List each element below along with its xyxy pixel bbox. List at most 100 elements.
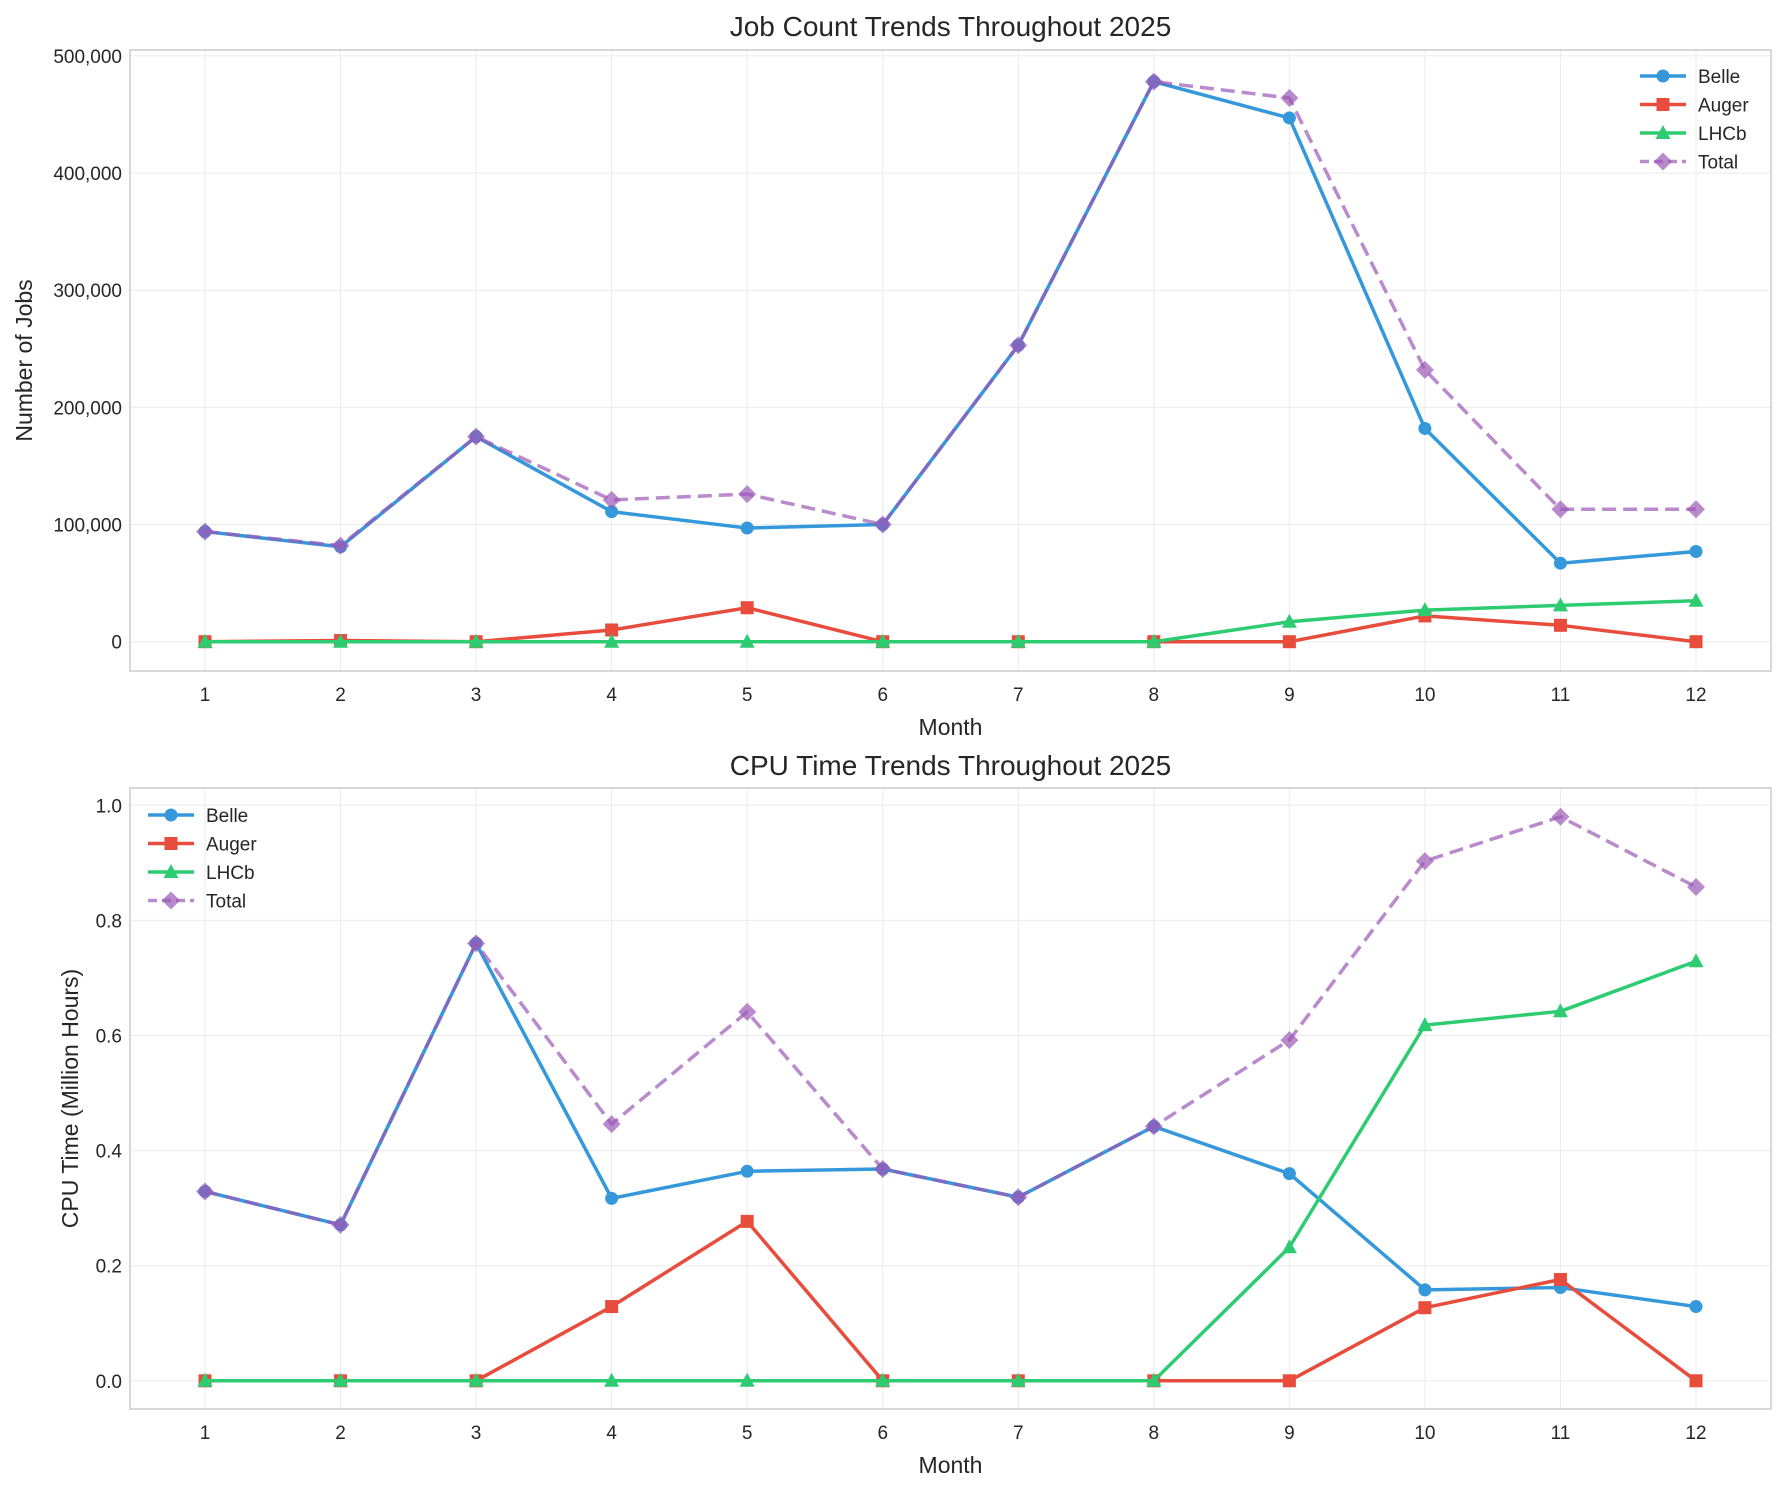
data-point [605, 505, 619, 519]
data-point [875, 1372, 891, 1387]
data-point [605, 1300, 619, 1314]
legend-marker [164, 837, 178, 850]
data-point [738, 1002, 757, 1021]
data-point [1689, 544, 1703, 558]
x-tick-label: 2 [335, 1423, 346, 1444]
data-point [1144, 72, 1163, 91]
data-point [1280, 89, 1299, 108]
y-tick-label: 0.2 [96, 1257, 122, 1278]
y-tick-label: 300,000 [53, 281, 122, 302]
y-tick-label: 200,000 [53, 398, 122, 419]
data-point [468, 633, 484, 648]
data-point [1282, 1374, 1296, 1388]
data-point [1146, 1372, 1162, 1387]
data-point [1281, 613, 1297, 628]
series-line [204, 941, 1697, 1309]
x-tick-label: 4 [606, 1423, 617, 1444]
data-point [1009, 1188, 1028, 1207]
legend-label: LHCb [1698, 124, 1747, 145]
data-point [740, 1214, 754, 1228]
data-point [333, 633, 349, 648]
data-point [196, 522, 214, 541]
legend-label: Auger [1698, 96, 1749, 117]
x-tick-label: 7 [1013, 1423, 1024, 1444]
data-point [1282, 1167, 1296, 1181]
data-point [1415, 852, 1434, 871]
x-tick-label: 12 [1685, 1423, 1706, 1444]
data-point [602, 1115, 621, 1134]
legend-label: Total [206, 892, 246, 913]
series-total [196, 72, 1705, 555]
y-tick-label: 1.0 [96, 796, 122, 817]
data-point [468, 1372, 484, 1387]
data-point [875, 633, 891, 648]
data-point [197, 1372, 213, 1387]
data-point [1688, 592, 1704, 607]
data-point [739, 1372, 755, 1387]
x-tick-label: 2 [335, 685, 346, 706]
data-point [740, 521, 754, 535]
legend-label: Total [1698, 153, 1738, 174]
data-point [1415, 360, 1434, 379]
x-tick-label: 11 [1551, 1423, 1571, 1444]
y-tick-label: 0.6 [96, 1026, 122, 1047]
data-point [1417, 1017, 1433, 1032]
series-lhcb [197, 953, 1704, 1387]
series-belle [198, 75, 1703, 570]
data-point [1418, 1283, 1432, 1297]
series-line [205, 959, 1697, 1383]
data-point [1689, 1374, 1703, 1388]
series-total [196, 807, 1705, 1234]
x-axis-label: Month [919, 1452, 983, 1478]
y-tick-label: 0.0 [96, 1372, 122, 1393]
data-point [1418, 1301, 1432, 1315]
x-tick-label: 6 [877, 1423, 888, 1444]
series-auger [198, 1214, 1703, 1388]
y-tick-label: 0.8 [96, 911, 122, 932]
series-line [205, 598, 1697, 644]
y-tick-label: 500,000 [53, 47, 122, 68]
data-point [1552, 1003, 1568, 1018]
x-tick-label: 9 [1284, 1423, 1295, 1444]
x-tick-label: 3 [471, 1423, 482, 1444]
data-point [1689, 635, 1703, 649]
series-lhcb [197, 592, 1704, 648]
x-tick-label: 10 [1414, 685, 1435, 706]
data-point [1552, 597, 1568, 612]
plot-frame [129, 49, 1772, 672]
x-tick-label: 3 [471, 685, 482, 706]
data-point [1144, 1117, 1163, 1136]
data-point [1551, 807, 1570, 826]
data-point [873, 1160, 892, 1179]
data-point [467, 427, 486, 446]
legend-label: Belle [1698, 67, 1740, 88]
data-point [1553, 618, 1567, 632]
data-point [1146, 633, 1162, 648]
x-tick-label: 10 [1414, 1423, 1435, 1444]
data-point [605, 623, 619, 637]
series-line [204, 79, 1697, 565]
data-point [740, 1164, 754, 1178]
data-point [1687, 877, 1705, 896]
data-point [333, 1372, 349, 1387]
data-point [197, 633, 213, 648]
chart-1: 1 2 3 4 5 6 7 8 9 10 11 120100,000200,000300,000400… [11, 11, 1772, 740]
data-point [604, 1372, 620, 1387]
legend-marker [1656, 98, 1670, 111]
series-line [204, 815, 1697, 1227]
legend-marker [163, 864, 179, 878]
legend-marker [164, 808, 178, 822]
data-point [1010, 1372, 1026, 1387]
y-tick-label: 0 [111, 633, 122, 654]
x-axis-label: Month [919, 714, 983, 740]
series-belle [198, 936, 1703, 1314]
plot-frame [129, 787, 1772, 1410]
x-tick-label: 1 [200, 685, 211, 706]
x-tick-label: 5 [742, 685, 753, 706]
data-point [1281, 1239, 1297, 1254]
x-tick-label: 12 [1685, 685, 1706, 706]
data-point [196, 1182, 214, 1201]
data-point [1688, 953, 1704, 968]
chart-title: CPU Time Trends Throughout 2025 [730, 750, 1172, 781]
